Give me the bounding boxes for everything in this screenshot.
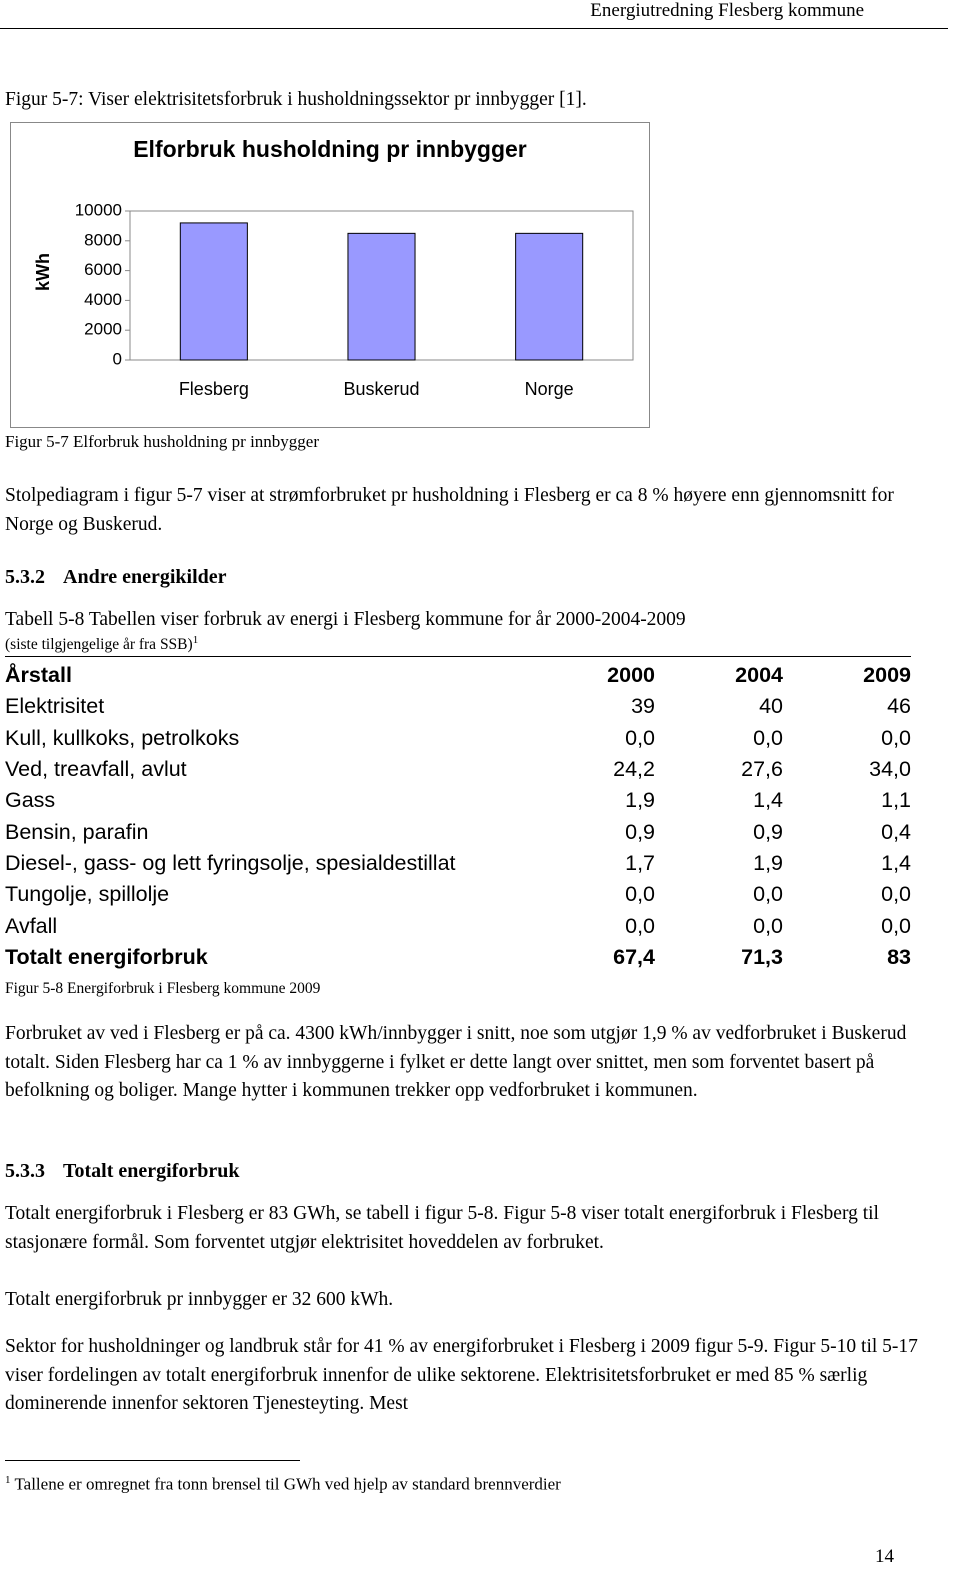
table-value: 0,9 xyxy=(753,819,783,844)
table-row: Årstall 2000 2004 2009 xyxy=(5,660,911,691)
table-label: Ved, treavfall, avlut xyxy=(5,757,187,782)
y-axis-label: kWh xyxy=(33,253,53,291)
table-label: Avfall xyxy=(5,913,58,938)
y-tick-label: 0 xyxy=(113,349,122,368)
table-label: Tungolje, spillolje xyxy=(5,882,170,907)
table-value: 40 xyxy=(759,694,783,719)
footnote-text: Tallene er omregnet fra tonn brensel til… xyxy=(14,1474,561,1494)
table-label: Gass xyxy=(5,788,56,813)
table-value: 1,7 xyxy=(625,850,655,875)
table-figure-caption: Figur 5-8 Energiforbruk i Flesberg kommu… xyxy=(5,980,321,997)
x-tick-label: Flesberg xyxy=(179,379,249,399)
table-value: 0,0 xyxy=(625,725,655,750)
section-title: Andre energikilder xyxy=(63,566,227,588)
paragraph: Stolpediagram i figur 5-7 viser at strøm… xyxy=(5,485,894,535)
table-caption: Tabell 5-8 Tabellen viser forbruk av ene… xyxy=(5,609,686,630)
table-value: 0,0 xyxy=(625,913,655,938)
paragraph: Totalt energiforbruk pr innbygger er 32 … xyxy=(5,1289,394,1310)
table-value: 0,9 xyxy=(625,819,655,844)
table-row: Kull, kullkoks, petrolkoks 0,0 0,0 0,0 xyxy=(5,723,911,754)
table-value: 83 xyxy=(887,944,911,969)
x-tick-label: Norge xyxy=(525,379,574,399)
table-label: Totalt energiforbruk xyxy=(5,944,208,969)
table-value: 24,2 xyxy=(613,757,655,782)
table-value: 46 xyxy=(887,694,911,719)
table-row: Totalt energiforbruk 67,4 71,3 83 xyxy=(5,942,911,973)
table-row: Bensin, parafin 0,9 0,9 0,4 xyxy=(5,816,911,847)
footnote-marker: 1 xyxy=(5,1474,11,1486)
footnote-rule xyxy=(5,1460,300,1461)
table-value: 0,0 xyxy=(753,882,783,907)
table-value: 0,4 xyxy=(881,819,911,844)
table-rule xyxy=(5,656,911,657)
table-value: 1,4 xyxy=(881,850,911,875)
y-tick-label: 10000 xyxy=(75,200,122,219)
table-value: 1,9 xyxy=(625,788,655,813)
y-tick-label: 8000 xyxy=(84,230,122,249)
footnote: 1 Tallene er omregnet fra tonn brensel t… xyxy=(5,1474,561,1495)
footnote-ref: 1 xyxy=(192,634,199,646)
paragraph: Forbruket av ved i Flesberg er på ca. 43… xyxy=(5,1023,907,1101)
table-value: 0,0 xyxy=(881,882,911,907)
table-value: 0,0 xyxy=(753,913,783,938)
chart: Elforbruk husholdning pr innbygger kWh 0… xyxy=(10,122,650,428)
table-value: 2000 xyxy=(607,663,655,688)
table-label: Bensin, parafin xyxy=(5,819,149,844)
table-label: Kull, kullkoks, petrolkoks xyxy=(5,725,240,750)
running-header: Energiutredning Flesberg kommune xyxy=(590,0,864,21)
figure-intro: Figur 5-7: Viser elektrisitetsforbruk i … xyxy=(5,89,587,110)
bar xyxy=(515,232,584,361)
table-value: 0,0 xyxy=(753,725,783,750)
table-value: 1,1 xyxy=(881,788,911,813)
energy-table: Årstall 2000 2004 2009 Elektrisitet 39 40 46 Kul… xyxy=(5,660,911,973)
table-row: Diesel-, gass- og lett fyringsolje, spes… xyxy=(5,848,911,879)
table-row: Gass 1,9 1,4 1,1 xyxy=(5,785,911,816)
table-value: 67,4 xyxy=(613,944,655,969)
table-value: 2009 xyxy=(863,663,911,688)
table-value: 1,9 xyxy=(753,850,783,875)
table-value: 0,0 xyxy=(625,882,655,907)
header-rule xyxy=(0,28,948,29)
x-tick-label: Buskerud xyxy=(343,379,419,399)
table-value: 34,0 xyxy=(869,757,911,782)
table-value: 0,0 xyxy=(881,913,911,938)
section-heading: 5.3.3 Totalt energiforbruk xyxy=(5,1160,239,1183)
table-value: 0,0 xyxy=(881,725,911,750)
y-tick-label: 6000 xyxy=(84,260,122,279)
page-number: 14 xyxy=(875,1546,894,1567)
table-subcaption: (siste tilgjengelige år fra SSB)1 xyxy=(5,634,198,654)
bar xyxy=(179,222,248,361)
bar xyxy=(347,232,416,361)
table-value: 1,4 xyxy=(753,788,783,813)
section-number: 5.3.3 xyxy=(5,1160,45,1182)
y-tick-label: 4000 xyxy=(84,290,122,309)
section-heading: 5.3.2 Andre energikilder xyxy=(5,566,227,589)
chart-caption: Figur 5-7 Elforbruk husholdning pr innby… xyxy=(5,432,319,451)
subcaption-text: (siste tilgjengelige år fra SSB) xyxy=(5,636,193,654)
table-value: 2004 xyxy=(735,663,783,688)
y-tick-label: 2000 xyxy=(84,320,122,339)
table-label: Årstall xyxy=(5,663,72,688)
table-value: 27,6 xyxy=(741,757,783,782)
table-label: Diesel-, gass- og lett fyringsolje, spes… xyxy=(5,850,456,875)
table-row: Elektrisitet 39 40 46 xyxy=(5,691,911,722)
paragraph: Sektor for husholdninger og landbruk stå… xyxy=(5,1336,918,1414)
table-value: 71,3 xyxy=(741,944,783,969)
table-value: 39 xyxy=(631,694,655,719)
table-row: Ved, treavfall, avlut 24,2 27,6 34,0 xyxy=(5,754,911,785)
table-row: Avfall 0,0 0,0 0,0 xyxy=(5,910,911,941)
table-row: Tungolje, spillolje 0,0 0,0 0,0 xyxy=(5,879,911,910)
chart-title: Elforbruk husholdning pr innbygger xyxy=(133,136,527,162)
paragraph: Totalt energiforbruk i Flesberg er 83 GW… xyxy=(5,1203,879,1253)
section-number: 5.3.2 xyxy=(5,566,45,588)
section-title: Totalt energiforbruk xyxy=(63,1160,240,1182)
table-label: Elektrisitet xyxy=(5,694,105,719)
